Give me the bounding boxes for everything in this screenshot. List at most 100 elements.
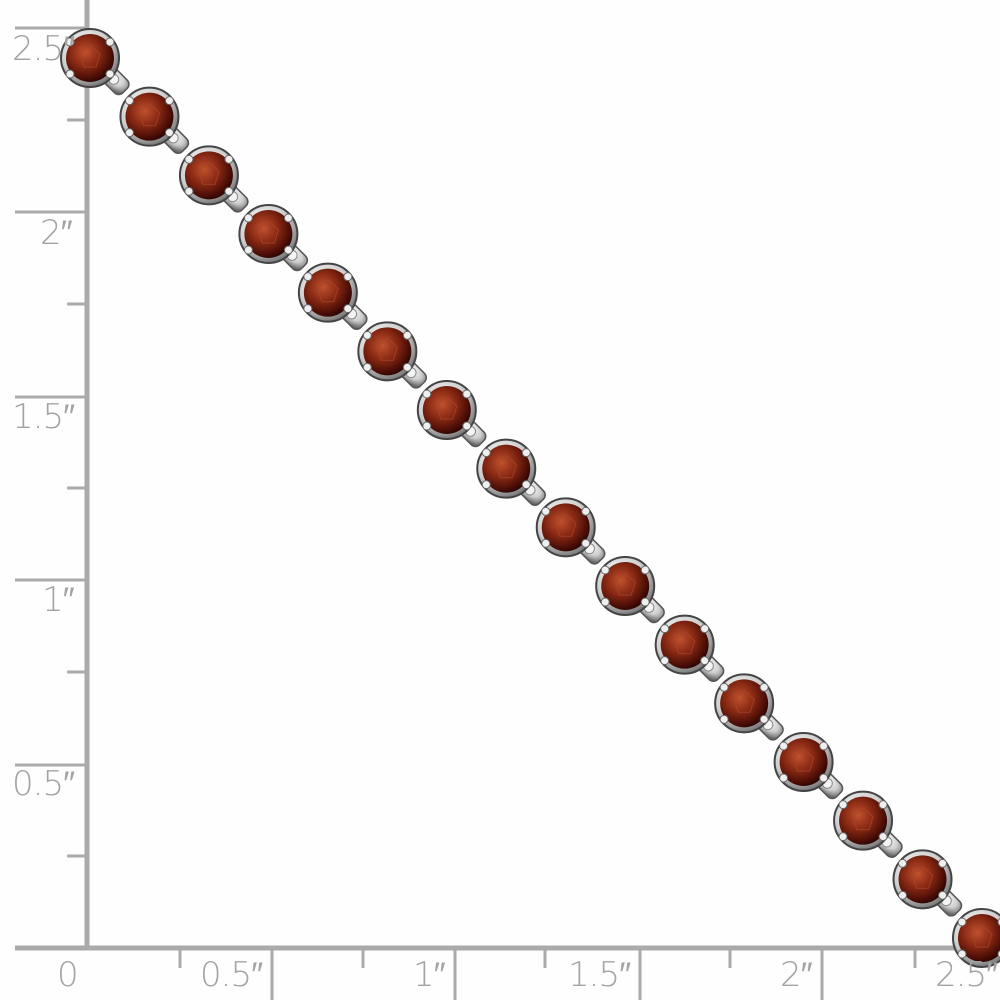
v-label-2.5: 2.5″: [12, 29, 75, 69]
prong: [838, 832, 848, 842]
prong: [224, 154, 234, 164]
prong: [462, 389, 472, 399]
prong: [243, 213, 253, 223]
prong: [898, 890, 908, 900]
h-label-1: 1″: [413, 955, 446, 995]
prong: [541, 506, 551, 516]
prong: [481, 448, 491, 458]
garnet-stone: [541, 503, 590, 552]
prong: [224, 186, 234, 196]
prong: [283, 245, 293, 255]
prong: [581, 538, 591, 548]
garnet-stone: [482, 444, 531, 493]
prong: [303, 304, 313, 314]
stone-facet: [971, 924, 993, 948]
v-label-1: 1″: [42, 580, 75, 620]
prong: [124, 128, 134, 138]
prong: [700, 624, 710, 634]
prong: [422, 389, 432, 399]
prong: [819, 773, 829, 783]
h-label-1.5: 1.5″: [568, 955, 631, 995]
prong: [402, 362, 412, 372]
prong: [640, 565, 650, 575]
prong: [105, 37, 115, 47]
prong: [402, 330, 412, 340]
h-label-0: 0: [57, 955, 79, 995]
garnet-stone: [958, 914, 1000, 962]
stone-facet: [555, 513, 577, 537]
garnet-stone: [363, 327, 412, 376]
prong: [303, 272, 313, 282]
prong: [779, 741, 789, 751]
stone-facet: [614, 572, 636, 596]
prong: [521, 480, 531, 490]
garnet-stone: [601, 562, 650, 610]
prong: [243, 245, 253, 255]
prong: [105, 69, 115, 79]
stone-facet: [198, 161, 220, 185]
prong: [938, 858, 948, 868]
stone-facet: [79, 44, 101, 68]
prong: [362, 330, 372, 340]
garnet-stone: [303, 268, 352, 317]
stone-facet: [495, 454, 517, 479]
prong: [838, 800, 848, 810]
prong: [719, 682, 729, 692]
prong: [600, 597, 610, 607]
prong: [124, 96, 134, 106]
prong: [700, 656, 710, 666]
prong: [878, 800, 888, 810]
prong: [957, 949, 967, 959]
prong: [65, 37, 75, 47]
prong: [719, 714, 729, 724]
prong: [343, 304, 353, 314]
garnet-stone: [184, 151, 233, 200]
garnet-stone: [779, 738, 828, 786]
prong: [164, 128, 174, 138]
garnet-stone: [422, 386, 471, 434]
prong: [65, 69, 75, 79]
garnet-stone: [660, 620, 709, 669]
stone-facet: [852, 806, 874, 831]
prong: [759, 714, 769, 724]
garnet-stone: [898, 855, 947, 904]
prong: [660, 656, 670, 666]
v-label-2: 2″: [40, 213, 73, 253]
prong: [422, 421, 432, 431]
stone-facet: [911, 865, 934, 889]
ruler: [15, 0, 1000, 1000]
prong: [898, 858, 908, 868]
prong: [462, 421, 472, 431]
prong: [640, 597, 650, 607]
prong: [164, 96, 174, 106]
stone-facet: [376, 337, 399, 361]
v-label-1.5: 1.5″: [12, 397, 75, 437]
prong: [581, 506, 591, 516]
v-label-0.5: 0.5″: [12, 764, 75, 804]
stone-facet: [257, 220, 280, 244]
prong: [541, 538, 551, 548]
prong: [184, 186, 194, 196]
prong: [600, 565, 610, 575]
prong: [660, 624, 670, 634]
h-label-2: 2″: [780, 955, 813, 995]
garnet-stone: [839, 796, 888, 845]
prong: [759, 682, 769, 692]
prong: [938, 890, 948, 900]
prong: [957, 917, 967, 927]
prong: [343, 272, 353, 282]
prong: [362, 362, 372, 372]
stone-facet: [673, 630, 696, 655]
h-label-2.5: 2.5″: [935, 955, 998, 995]
prong: [779, 773, 789, 783]
garnet-stone: [244, 210, 293, 258]
stone-facet: [436, 396, 458, 420]
prong: [481, 480, 491, 490]
prong: [521, 448, 531, 458]
stone-facet: [792, 748, 815, 772]
bracelet: [60, 28, 1000, 968]
prong: [819, 741, 829, 751]
h-label-0.5: 0.5″: [200, 955, 263, 995]
